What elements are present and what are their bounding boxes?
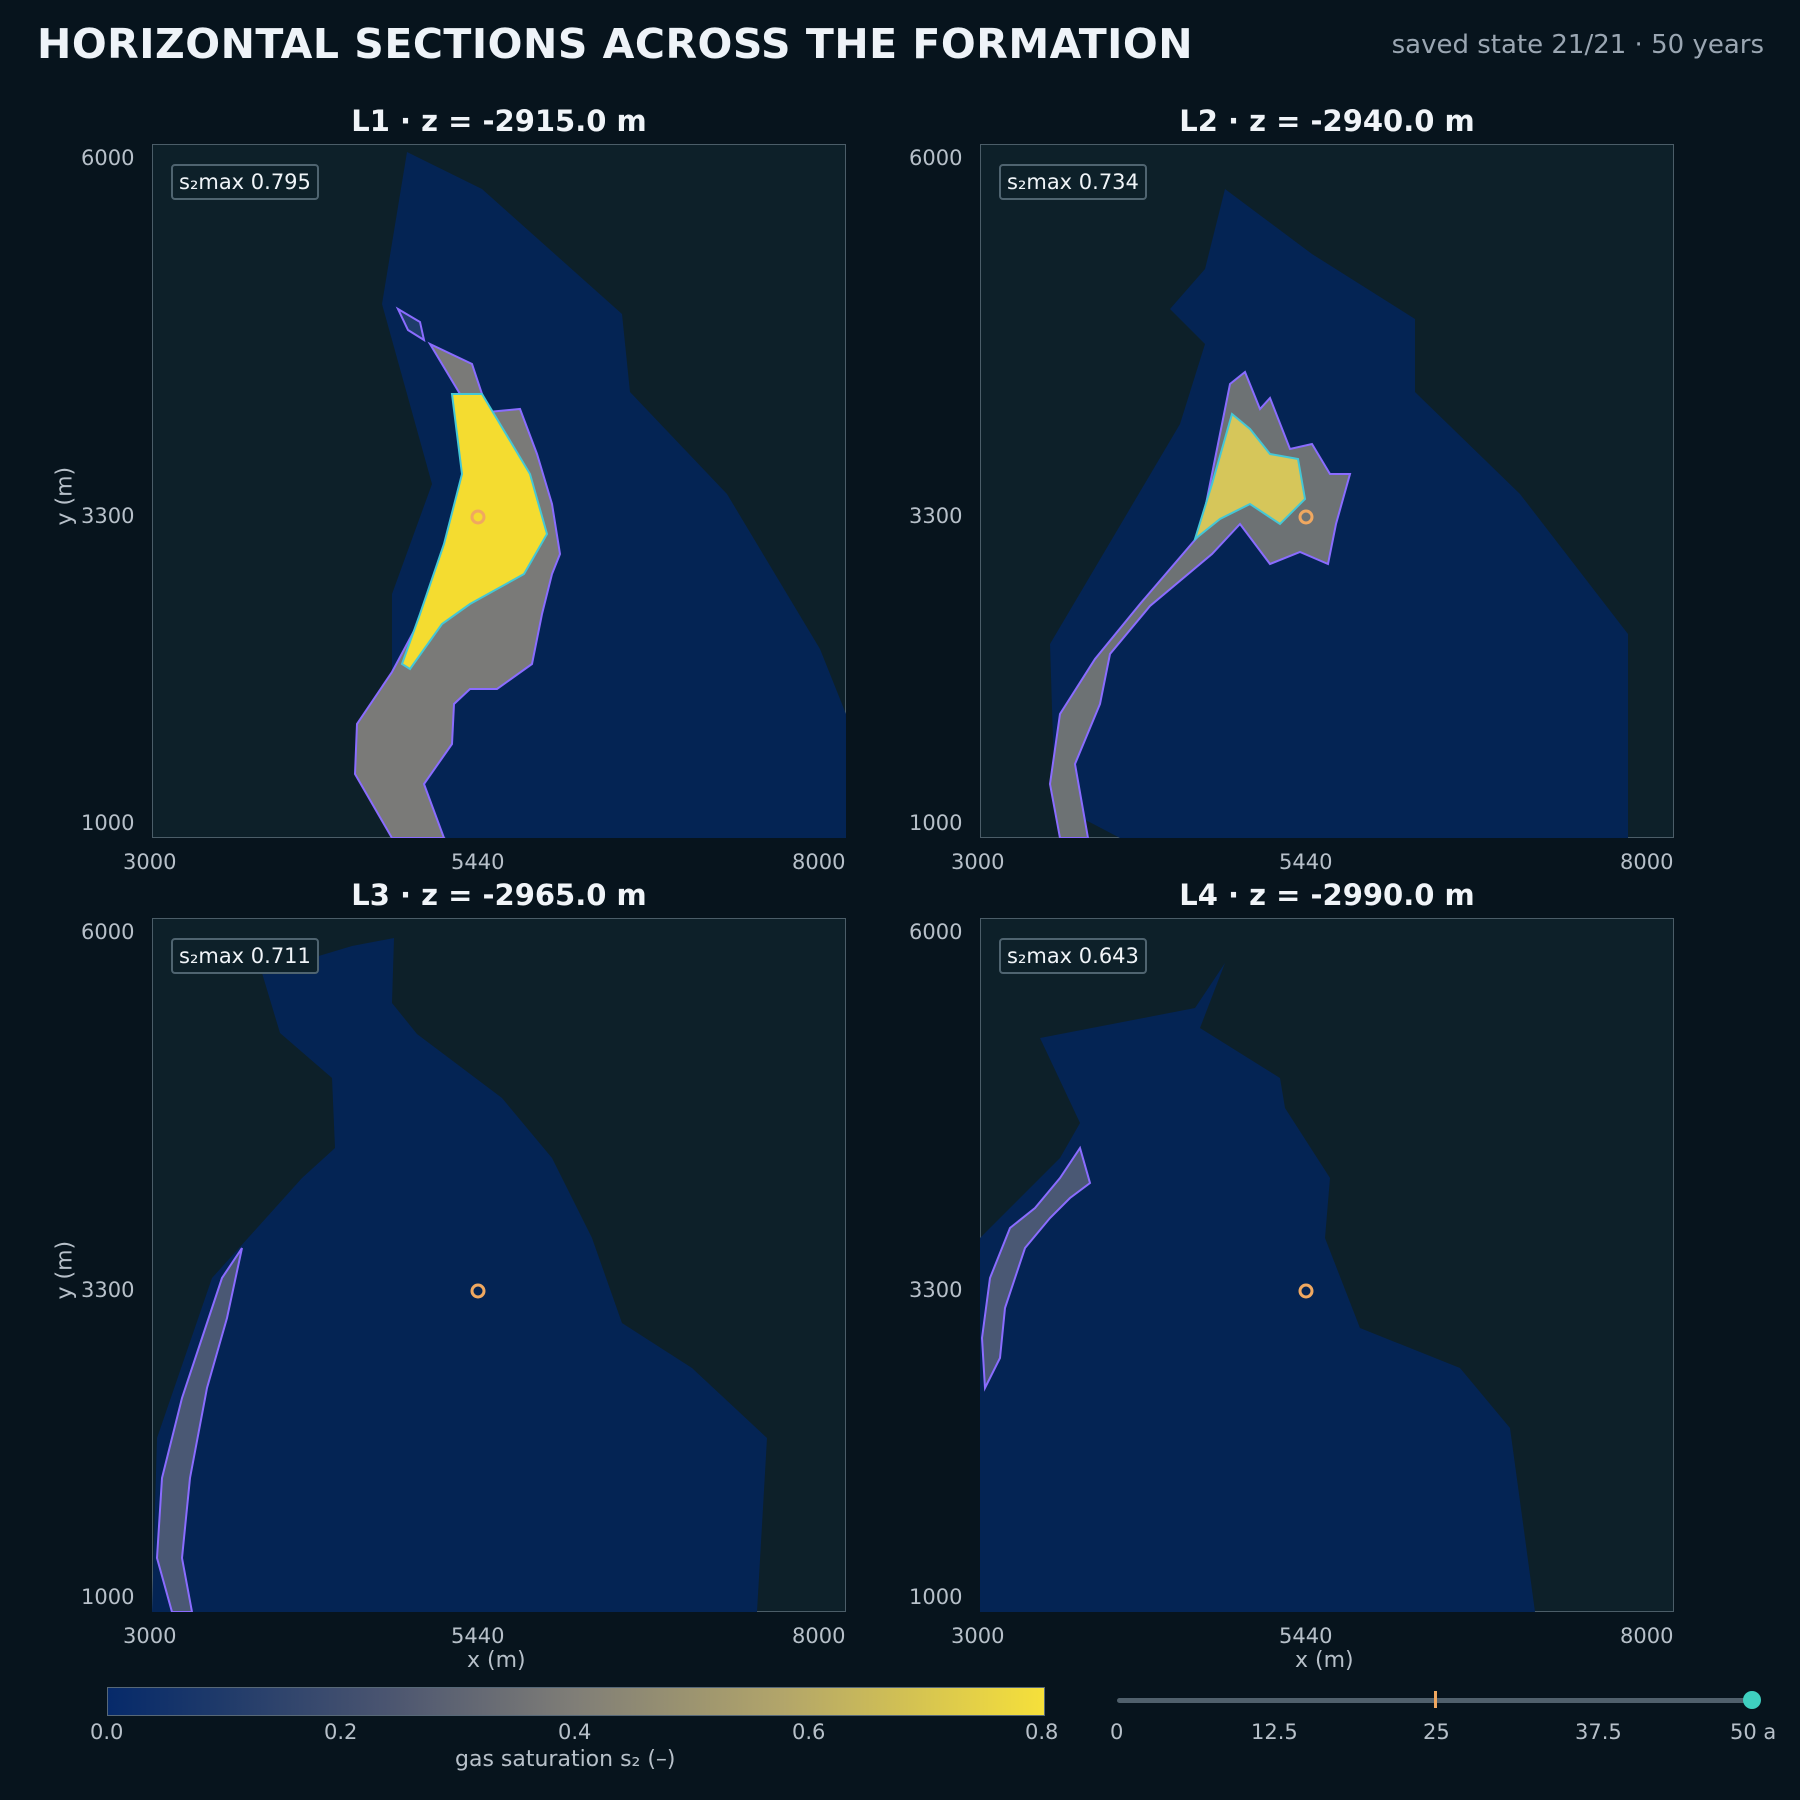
x-tick: 8000 [1620,850,1674,874]
s2max-badge: s₂max 0.734 [999,164,1147,200]
y-tick: 1000 [81,811,135,835]
x-tick: 8000 [792,1624,846,1648]
y-tick: 3300 [81,1278,135,1302]
time-tick: 12.5 [1251,1720,1298,1744]
panel-title: L3 · z = -2965.0 m [351,878,647,912]
x-tick: 5440 [1279,1624,1333,1648]
saved-state-label: saved state 21/21 · 50 years [1391,30,1764,60]
time-tick: 50 a [1730,1720,1777,1744]
colorbar-label: gas saturation s₂ (–) [455,1747,676,1772]
panel-title: L1 · z = -2915.0 m [351,104,647,138]
x-tick: 5440 [451,1624,505,1648]
y-tick: 1000 [909,1585,963,1609]
colorbar-tick: 0.0 [90,1720,124,1744]
time-marker [1434,1691,1437,1708]
x-tick: 8000 [792,850,846,874]
time-tick: 0 [1110,1720,1124,1744]
plot-area [152,918,846,1612]
x-tick: 3000 [123,1624,177,1648]
x-tick: 3000 [123,850,177,874]
panel-title: L2 · z = -2940.0 m [1179,104,1475,138]
colorbar-tick: 0.6 [792,1720,826,1744]
plot-area [980,918,1674,1612]
s2max-badge: s₂max 0.795 [171,164,319,200]
y-tick: 3300 [909,504,963,528]
plot-area [980,144,1674,838]
colorbar [107,1687,1045,1716]
y-axis-label: y (m) [52,466,78,526]
x-tick: 3000 [951,850,1005,874]
time-tick: 25 [1423,1720,1450,1744]
x-tick: 8000 [1620,1624,1674,1648]
time-slider-knob[interactable] [1743,1691,1761,1709]
y-tick: 1000 [81,1585,135,1609]
y-tick: 6000 [81,146,135,170]
y-tick: 1000 [909,811,963,835]
x-tick: 5440 [1279,850,1333,874]
x-tick: 3000 [951,1624,1005,1648]
y-tick: 6000 [81,920,135,944]
y-tick: 6000 [909,920,963,944]
x-axis-label: x (m) [467,1648,526,1673]
colorbar-tick: 0.8 [1025,1720,1059,1744]
y-tick: 3300 [81,504,135,528]
y-tick: 3300 [909,1278,963,1302]
colorbar-tick: 0.2 [324,1720,358,1744]
s2max-badge: s₂max 0.711 [171,938,319,974]
plot-area [152,144,846,838]
x-axis-label: x (m) [1295,1648,1354,1673]
page-title: HORIZONTAL SECTIONS ACROSS THE FORMATION [37,20,1194,68]
time-tick: 37.5 [1575,1720,1622,1744]
x-tick: 5440 [451,850,505,874]
s2max-badge: s₂max 0.643 [999,938,1147,974]
y-tick: 6000 [909,146,963,170]
colorbar-tick: 0.4 [558,1720,592,1744]
y-axis-label: y (m) [52,1240,78,1300]
panel-title: L4 · z = -2990.0 m [1179,878,1475,912]
